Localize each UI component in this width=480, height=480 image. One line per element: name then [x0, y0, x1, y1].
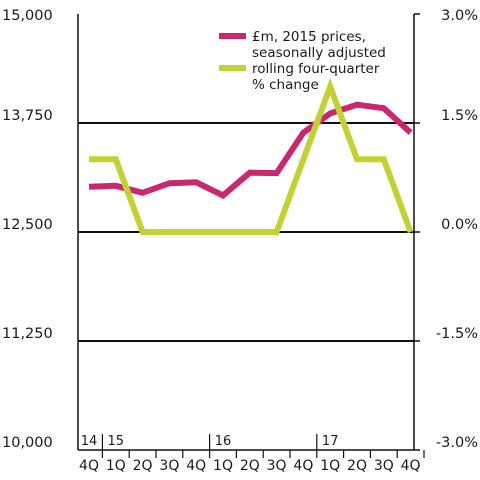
- left-tick-label-0: 10,000: [2, 435, 53, 451]
- x-tick-label-1: 1Q: [106, 458, 126, 474]
- right-tick-label-1: -1.5%: [436, 326, 478, 342]
- x-tick-label-2: 2Q: [133, 458, 153, 474]
- left-tick-label-2: 12,500: [2, 217, 53, 233]
- x-tick-label-7: 3Q: [267, 458, 287, 474]
- year-label-3: 17: [322, 434, 339, 449]
- year-label-2: 16: [215, 434, 232, 449]
- left-tick-label-3: 13,750: [2, 108, 53, 124]
- axes: 10,000 11,250 12,500 13,750 15,000 -3.0% -1.5%…: [2, 8, 478, 474]
- x-tick-label-8: 4Q: [293, 458, 313, 474]
- left-tick-label-1: 11,250: [2, 326, 53, 342]
- x-tick-label-10: 2Q: [347, 458, 367, 474]
- x-tick-label-12: 4Q: [401, 458, 421, 474]
- x-tick-label-5: 1Q: [213, 458, 233, 474]
- x-tick-label-11: 3Q: [374, 458, 394, 474]
- legend-label-1-0: rolling four-quarter: [252, 61, 380, 77]
- year-label-1: 15: [108, 434, 125, 449]
- x-tick-label-0: 4Q: [79, 458, 99, 474]
- series-line-1: [89, 78, 414, 235]
- year-label-0: 14: [81, 434, 98, 449]
- legend-label-0-1: seasonally adjusted: [252, 45, 386, 61]
- left-tick-label-4: 15,000: [2, 8, 53, 24]
- right-tick-label-4: 3.0%: [441, 8, 478, 24]
- x-tick-label-6: 2Q: [240, 458, 260, 474]
- legend-label-0-0: £m, 2015 prices,: [252, 29, 366, 45]
- x-tick-label-4: 4Q: [186, 458, 206, 474]
- x-tick-label-9: 1Q: [320, 458, 340, 474]
- x-tick-label-3: 3Q: [159, 458, 179, 474]
- series-lines: [88, 78, 414, 235]
- legend: £m, 2015 prices,seasonally adjustedrolli…: [219, 29, 386, 93]
- series-line-0: [88, 101, 413, 199]
- right-tick-label-0: -3.0%: [436, 435, 478, 451]
- right-tick-label-2: 0.0%: [441, 217, 478, 233]
- right-tick-label-3: 1.5%: [441, 108, 478, 124]
- legend-label-1-1: % change: [252, 77, 319, 93]
